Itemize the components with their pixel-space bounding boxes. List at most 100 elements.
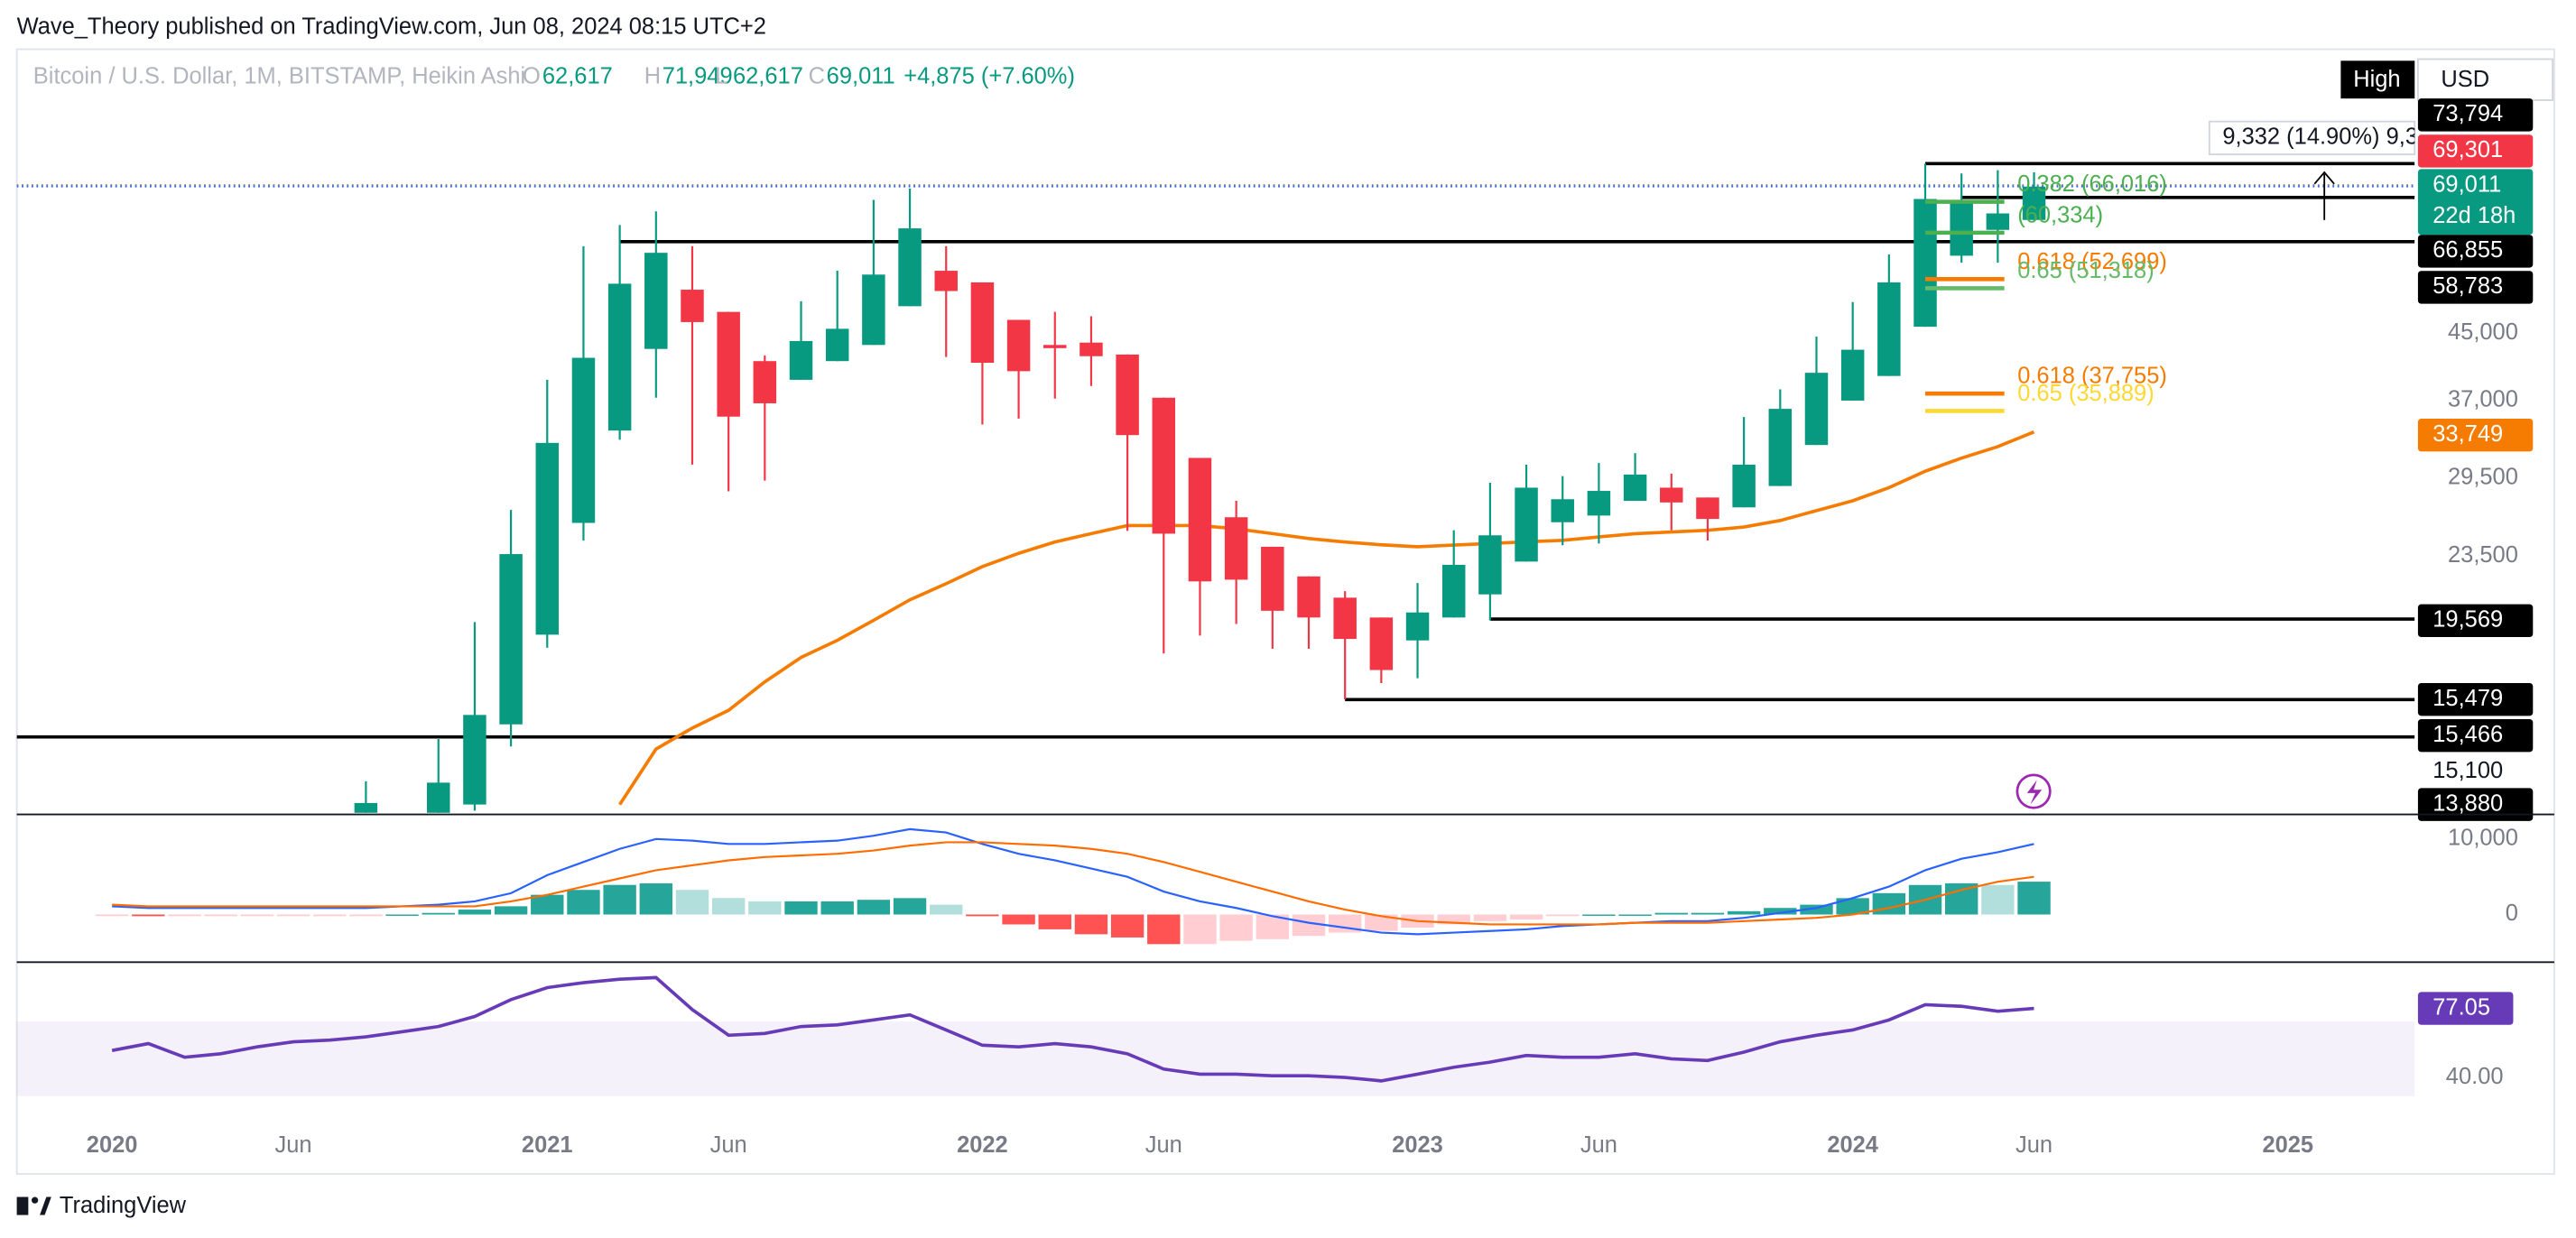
candle-body: [1986, 213, 2010, 230]
measure-clip: 9,332 (14.90%) 9,332: [2222, 125, 2443, 150]
price-label-box: [2417, 718, 2534, 753]
currency-label[interactable]: USD: [2441, 67, 2489, 92]
y-tick-label: 40.00: [2446, 1064, 2504, 1089]
histogram-bar: [603, 884, 636, 915]
measure-arrow-head: [2313, 171, 2335, 185]
x-tick-label: 2025: [2262, 1132, 2313, 1158]
price-label-box: [2417, 98, 2534, 132]
measure-label: 9,332 (14.90%) 9,332: [2222, 125, 2443, 150]
histogram-bar: [1147, 914, 1181, 945]
rsi-pane: 40.00 77.05 2020 Jun 2021 Jun 2022 Jun 2023 Jun 20…: [16, 975, 2514, 1158]
y-tick-label: 10,000: [2448, 826, 2518, 851]
macd-line: [112, 827, 2034, 936]
histogram-bar: [857, 900, 891, 915]
histogram-bar: [1002, 914, 1035, 925]
candle-body: [1152, 397, 1176, 534]
histogram-bar: [1582, 914, 1616, 916]
histogram-bar: [1654, 912, 1688, 915]
rsi-value-box: [2417, 992, 2514, 1025]
candle-body: [1587, 491, 1611, 516]
price-label: 66,855: [2432, 237, 2503, 263]
candle-body: [717, 311, 740, 417]
histogram-bar: [1691, 912, 1725, 915]
histogram-bar: [313, 914, 347, 917]
high-button-label[interactable]: High: [2353, 67, 2400, 92]
price-label-box: [2417, 604, 2534, 638]
price-label-box: [2417, 134, 2534, 168]
histogram-bar: [1546, 914, 1580, 917]
rsi-line: [111, 975, 2034, 1083]
histogram-bar: [1437, 914, 1470, 925]
candle-body: [1369, 617, 1394, 670]
histogram-bar: [966, 914, 999, 917]
x-tick-label: Jun: [1145, 1132, 1182, 1158]
price-label: 15,479: [2432, 686, 2503, 711]
candle-body: [571, 357, 596, 523]
histogram-bar: [95, 914, 129, 917]
histogram-bar: [2017, 882, 2051, 915]
fib-label: 0.618 (37,755): [2017, 364, 2167, 389]
brand-name: TradingView: [60, 1193, 187, 1218]
price-label: 19,569: [2432, 607, 2503, 633]
candle-body: [1515, 487, 1538, 562]
candle-body: [354, 802, 378, 813]
x-tick-label: Jun: [274, 1132, 311, 1158]
price-label: 69,011: [2432, 171, 2501, 197]
x-tick-label: 2023: [1392, 1132, 1443, 1158]
fib-label: 0.382 (66,016): [2017, 171, 2167, 197]
histogram-bar: [1764, 908, 1797, 915]
histogram-bar: [784, 901, 818, 915]
candle-body: [1297, 576, 1320, 618]
price-label-box: [2417, 235, 2534, 268]
candle-body: [499, 554, 523, 725]
candle-body: [1551, 499, 1574, 522]
candle-body: [1913, 199, 1937, 328]
rsi-band: [16, 1021, 2415, 1096]
histogram-bar: [204, 914, 237, 917]
histogram-bar: [1800, 904, 1833, 915]
histogram-bar: [1509, 914, 1543, 920]
price-label: 15,100: [2432, 758, 2503, 783]
histogram-bar: [748, 901, 782, 915]
brand-logo: [16, 1196, 51, 1215]
candle-body: [1660, 487, 1683, 503]
candle-body: [1224, 517, 1248, 580]
price-label-box: [2417, 419, 2534, 452]
candle-body: [427, 782, 450, 813]
price-label: 15,466: [2432, 722, 2503, 747]
ohlc-value: 62,617: [733, 63, 803, 88]
candle-body: [1804, 373, 1829, 446]
fib-label: 0.65 (51,318): [2017, 258, 2154, 283]
candle-body: [1478, 535, 1502, 595]
x-tick-label: Jun: [1580, 1132, 1617, 1158]
logo-part: [16, 1196, 29, 1215]
ohlc-key: O: [523, 63, 541, 88]
histogram-bar: [1365, 914, 1398, 931]
fib-label: 0.618 (52,699): [2017, 249, 2167, 274]
histogram-bar: [639, 882, 673, 915]
logo-part: [31, 1196, 39, 1204]
price-label: 73,794: [2432, 101, 2503, 126]
high-button[interactable]: [2340, 60, 2415, 99]
ema-line: [618, 430, 2035, 806]
currency-button[interactable]: [2416, 58, 2554, 101]
candle-body: [391, 820, 413, 827]
histogram-bar: [531, 894, 564, 915]
x-tick-label: 2024: [1827, 1132, 1878, 1158]
candle-body: [1006, 319, 1031, 372]
histogram-bar: [132, 914, 165, 917]
macd-pane: 10,000 0: [95, 826, 2518, 945]
histogram-bar: [930, 904, 963, 915]
histogram-bar: [1074, 914, 1108, 935]
chart-frame: [15, 48, 2555, 1175]
candle-body: [1261, 546, 1284, 611]
candle-body: [2022, 186, 2046, 220]
x-tick-label: 2022: [957, 1132, 1008, 1158]
histogram-bar: [567, 890, 600, 915]
histogram-bar: [1727, 910, 1761, 915]
candle-body: [753, 361, 777, 403]
histogram-bar: [893, 898, 927, 915]
price-label-box: [2417, 271, 2534, 304]
x-tick-label: Jun: [710, 1132, 747, 1158]
